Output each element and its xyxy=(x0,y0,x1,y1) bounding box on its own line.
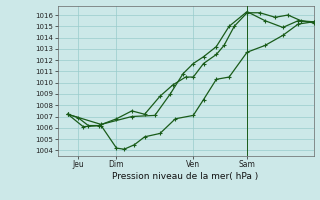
X-axis label: Pression niveau de la mer( hPa ): Pression niveau de la mer( hPa ) xyxy=(112,172,259,181)
